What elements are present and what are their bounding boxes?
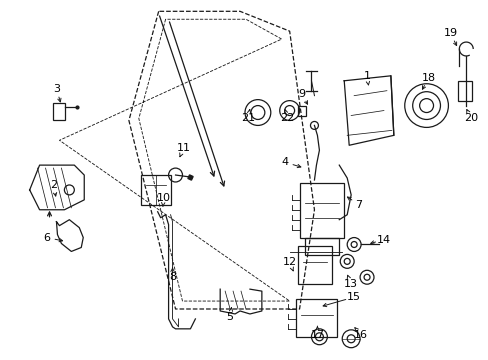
Bar [53, 103, 65, 121]
Text: 4: 4 [281, 157, 287, 167]
Text: 6: 6 [43, 233, 50, 243]
Text: 16: 16 [353, 330, 367, 340]
Text: 1: 1 [363, 71, 370, 81]
Text: 10: 10 [156, 193, 170, 203]
Text: 12: 12 [282, 257, 296, 267]
Text: 3: 3 [53, 84, 60, 94]
Text: 19: 19 [443, 28, 457, 38]
Text: 22: 22 [280, 113, 294, 123]
Text: 13: 13 [344, 279, 357, 289]
Bar [457, 81, 471, 100]
Bar [299, 183, 344, 238]
Bar [295, 299, 337, 337]
Text: 11: 11 [176, 143, 190, 153]
Text: 15: 15 [346, 292, 361, 302]
Text: 14: 14 [376, 234, 390, 244]
Text: 7: 7 [355, 200, 362, 210]
Bar [304, 238, 339, 255]
Bar [141, 175, 170, 205]
Text: 9: 9 [297, 89, 305, 99]
Text: 20: 20 [463, 113, 477, 123]
Text: 2: 2 [50, 180, 57, 190]
Text: 18: 18 [421, 73, 435, 83]
Text: 21: 21 [241, 113, 255, 123]
Bar [297, 247, 332, 284]
Text: 5: 5 [226, 312, 233, 322]
Bar [297, 105, 305, 116]
Text: 8: 8 [169, 272, 176, 282]
Text: 17: 17 [310, 330, 324, 340]
